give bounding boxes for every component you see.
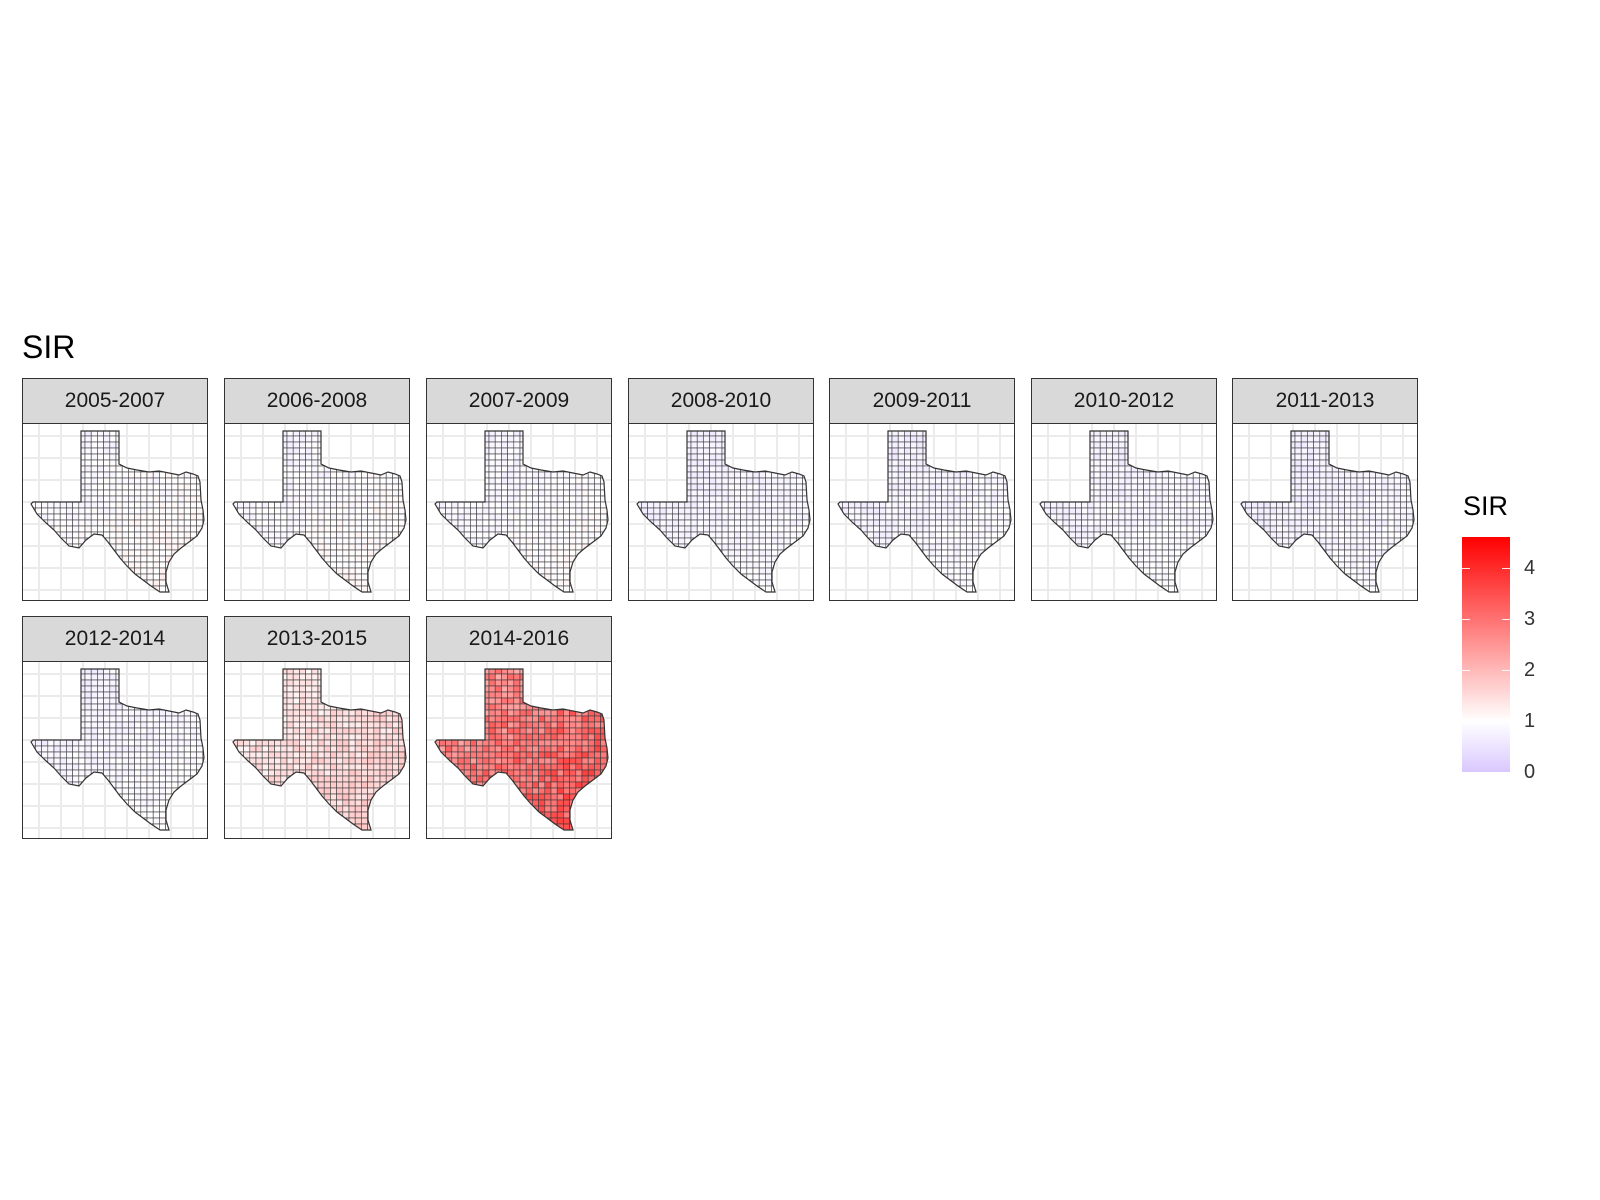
legend-tick-mark (1462, 720, 1470, 722)
legend-tick-mark (1462, 669, 1470, 671)
legend-tick-label: 1 (1524, 709, 1536, 732)
texas-county-map (426, 661, 612, 839)
facet-strip-label: 2012-2014 (22, 616, 208, 662)
legend-tick-mark (1502, 772, 1510, 773)
facet-strip-label: 2011-2013 (1232, 378, 1418, 424)
facet-panel: 2008-2010 (628, 378, 814, 601)
texas-county-map (224, 423, 410, 601)
facet-panel: 2005-2007 (22, 378, 208, 601)
plot-title: SIR (22, 329, 76, 365)
texas-county-map (22, 423, 208, 601)
texas-county-map (829, 423, 1015, 601)
facet-strip-label: 2014-2016 (426, 616, 612, 662)
facet-panel: 2012-2014 (22, 616, 208, 839)
legend-tick-mark (1462, 618, 1470, 620)
facet-panel: 2011-2013 (1232, 378, 1418, 601)
legend-tick-label: 0 (1524, 761, 1536, 783)
legend-tick-mark (1462, 567, 1470, 569)
facet-panel: 2014-2016 (426, 616, 612, 839)
legend-title: SIR (1463, 491, 1509, 521)
texas-county-map (224, 661, 410, 839)
facet-strip-label: 2007-2009 (426, 378, 612, 424)
texas-county-map (22, 661, 208, 839)
legend-tick-label: 2 (1524, 658, 1536, 681)
facet-strip-label: 2005-2007 (22, 378, 208, 424)
legend-tick-mark (1502, 669, 1510, 671)
facet-panel: 2009-2011 (829, 378, 1015, 601)
legend-tick-label: 3 (1524, 607, 1536, 630)
texas-county-map (628, 423, 814, 601)
legend-tick-mark (1462, 772, 1470, 773)
legend-tick-label: 4 (1524, 556, 1536, 579)
texas-county-map (1031, 423, 1217, 601)
facet-panel: 2013-2015 (224, 616, 410, 839)
facet-panel: 2006-2008 (224, 378, 410, 601)
legend-tick-mark (1502, 567, 1510, 569)
facet-strip-label: 2009-2011 (829, 378, 1015, 424)
facet-panel: 2007-2009 (426, 378, 612, 601)
facet-strip-label: 2006-2008 (224, 378, 410, 424)
legend-tick-mark (1502, 618, 1510, 620)
facet-strip-label: 2008-2010 (628, 378, 814, 424)
texas-county-map (426, 423, 612, 601)
legend-tick-mark (1502, 720, 1510, 722)
facet-panel: 2010-2012 (1031, 378, 1217, 601)
texas-county-map (1232, 423, 1418, 601)
facet-strip-label: 2013-2015 (224, 616, 410, 662)
facet-strip-label: 2010-2012 (1031, 378, 1217, 424)
legend-colorbar (1462, 537, 1510, 772)
